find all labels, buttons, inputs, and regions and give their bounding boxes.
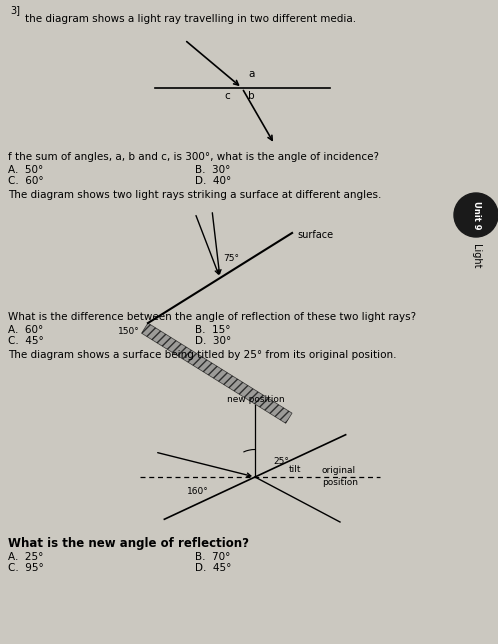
Text: f the sum of angles, a, b and c, is 300°, what is the angle of incidence?: f the sum of angles, a, b and c, is 300°… [8,152,379,162]
Text: C.  45°: C. 45° [8,336,44,346]
Text: a: a [248,69,254,79]
Text: new position: new position [227,395,285,404]
Text: D.  45°: D. 45° [195,563,232,573]
Text: 160°: 160° [187,486,209,495]
Text: A.  25°: A. 25° [8,552,43,562]
Text: 25°: 25° [273,457,289,466]
Text: tilt: tilt [289,464,301,473]
Text: The diagram shows two light rays striking a surface at different angles.: The diagram shows two light rays strikin… [8,190,381,200]
Text: b: b [248,91,254,101]
Text: B.  70°: B. 70° [195,552,231,562]
Text: Unit 9: Unit 9 [472,201,481,229]
Text: 3]: 3] [10,5,20,15]
Text: What is the difference between the angle of reflection of these two light rays?: What is the difference between the angle… [8,312,416,322]
Text: C.  60°: C. 60° [8,176,44,186]
Text: The diagram shows a surface being titled by 25° from its original position.: The diagram shows a surface being titled… [8,350,396,360]
FancyBboxPatch shape [141,323,292,423]
Text: Light: Light [471,243,481,269]
Text: original: original [322,466,356,475]
Text: surface: surface [297,230,333,240]
Text: C.  95°: C. 95° [8,563,44,573]
Circle shape [454,193,498,237]
Text: 75°: 75° [223,254,239,263]
Text: A.  60°: A. 60° [8,325,43,335]
Text: A.  50°: A. 50° [8,165,43,175]
Text: position: position [322,478,358,487]
Text: B.  15°: B. 15° [195,325,231,335]
Text: B.  30°: B. 30° [195,165,231,175]
Text: 150°: 150° [118,327,140,336]
Text: D.  30°: D. 30° [195,336,231,346]
Text: c: c [224,91,230,101]
Text: What is the new angle of reflection?: What is the new angle of reflection? [8,537,249,550]
Text: the diagram shows a light ray travelling in two different media.: the diagram shows a light ray travelling… [25,14,356,24]
Text: D.  40°: D. 40° [195,176,231,186]
